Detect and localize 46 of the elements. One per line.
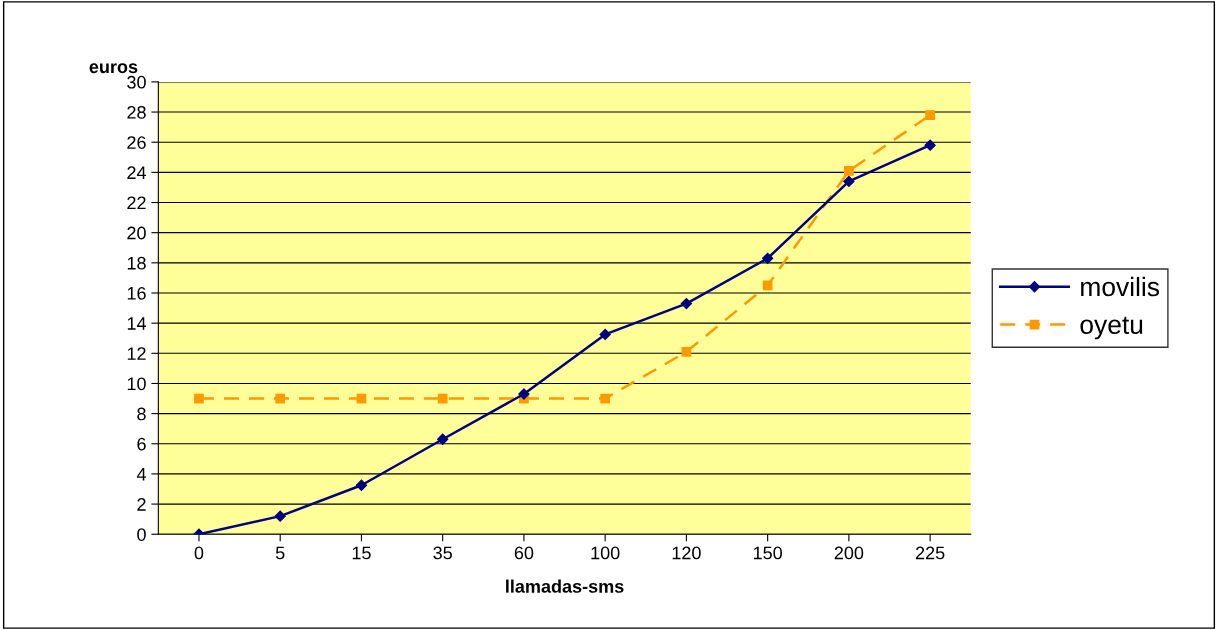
y-tick-label: 22 <box>127 196 146 210</box>
point <box>437 393 448 404</box>
legend-label: oyetu <box>1080 316 1143 340</box>
y-tick-label: 0 <box>137 528 146 541</box>
point <box>437 433 449 445</box>
point <box>600 393 611 404</box>
y-tick-label: 10 <box>127 377 146 391</box>
y-tick-label: 4 <box>136 468 147 481</box>
x-tick-label: 0 <box>194 546 204 560</box>
point <box>843 175 855 188</box>
x-tick-label: 5 <box>275 546 285 560</box>
y-tick-label: 14 <box>127 317 147 330</box>
point <box>599 328 611 341</box>
y-tick-label: 28 <box>127 105 146 119</box>
point <box>194 393 204 404</box>
y-tick-label: 2 <box>137 498 146 511</box>
x-tick-label: 150 <box>753 546 782 560</box>
y-tick-label: 16 <box>127 286 146 300</box>
x-tick-label: 15 <box>352 546 371 560</box>
point <box>844 165 854 176</box>
point <box>274 510 286 522</box>
x-tick-label: 120 <box>672 546 701 560</box>
y-axis-title: euros <box>89 63 138 74</box>
y-tick-label: 30 <box>127 75 146 89</box>
point <box>681 346 692 357</box>
y-tick-label: 26 <box>127 136 146 149</box>
point <box>762 280 773 291</box>
y-tick-label: 6 <box>137 437 146 451</box>
point <box>924 139 936 151</box>
point <box>275 393 286 404</box>
point <box>762 252 774 264</box>
x-tick-label: 100 <box>591 546 620 560</box>
y-tick-label: 8 <box>137 407 146 421</box>
y-tick-label: 12 <box>127 347 146 360</box>
point <box>925 110 935 120</box>
y-tick-label: 18 <box>127 256 146 270</box>
legend-label: movilis <box>1081 276 1160 297</box>
y-tick-label: 24 <box>127 166 147 179</box>
x-tick-label: 60 <box>514 546 534 560</box>
point <box>680 297 693 310</box>
x-tick-label: 35 <box>433 546 452 560</box>
x-tick-label: 225 <box>915 546 945 560</box>
x-axis-title: llamadas-sms <box>506 579 624 593</box>
y-tick-label: 20 <box>127 226 146 240</box>
x-tick-label: 200 <box>834 546 864 560</box>
point <box>355 479 368 491</box>
